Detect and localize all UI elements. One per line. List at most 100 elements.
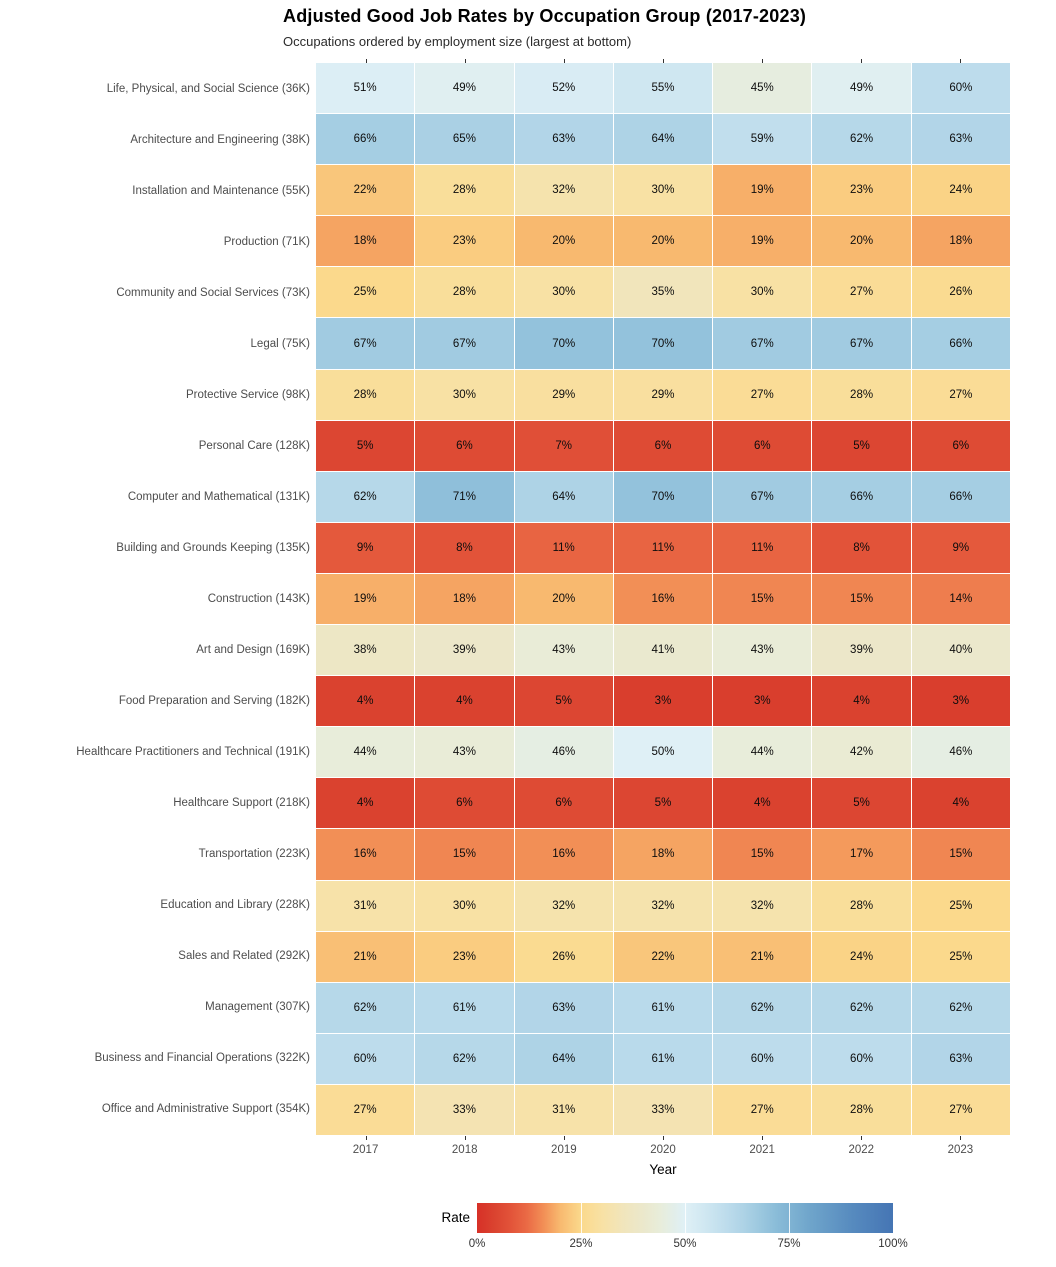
heatmap-cell: 28% bbox=[415, 267, 514, 318]
heatmap-cell: 41% bbox=[613, 625, 713, 676]
heatmap-cell: 27% bbox=[911, 1084, 1010, 1135]
heatmap-cell: 44% bbox=[713, 727, 812, 778]
heatmap-cell: 15% bbox=[812, 573, 911, 625]
axis-tick-mark bbox=[960, 1135, 962, 1140]
heatmap-cell: 27% bbox=[316, 1084, 415, 1135]
heatmap-cell: 23% bbox=[415, 216, 514, 267]
heatmap-cell: 67% bbox=[415, 318, 514, 369]
heatmap-cell: 23% bbox=[415, 931, 514, 982]
heatmap-cell: 16% bbox=[613, 573, 713, 625]
heatmap-cell: 46% bbox=[911, 727, 1010, 778]
heatmap-cell: 67% bbox=[713, 471, 812, 522]
legend-tick-label: 75% bbox=[777, 1238, 801, 1250]
heatmap-cell: 4% bbox=[415, 676, 514, 727]
heatmap-cell: 49% bbox=[812, 63, 911, 114]
heatmap-cell: 8% bbox=[415, 522, 514, 573]
heatmap-cell: 50% bbox=[613, 727, 713, 778]
heatmap-cell: 35% bbox=[613, 267, 713, 318]
heatmap-cell: 8% bbox=[812, 522, 911, 573]
heatmap-cell: 32% bbox=[713, 880, 812, 931]
heatmap-cell: 62% bbox=[812, 982, 911, 1033]
y-axis-label: Building and Grounds Keeping (135K) bbox=[116, 541, 310, 554]
y-axis-label: Art and Design (169K) bbox=[196, 644, 310, 657]
heatmap-cell: 70% bbox=[514, 318, 613, 369]
heatmap-cell: 39% bbox=[415, 625, 514, 676]
heatmap-cell: 4% bbox=[713, 778, 812, 829]
x-axis-label: 2021 bbox=[749, 1144, 775, 1156]
y-axis-label: Business and Financial Operations (322K) bbox=[94, 1052, 310, 1065]
heatmap-cell: 62% bbox=[316, 471, 415, 522]
y-axis-label: Office and Administrative Support (354K) bbox=[101, 1103, 310, 1116]
y-axis-label: Sales and Related (292K) bbox=[178, 950, 310, 963]
axis-tick-mark bbox=[464, 1135, 466, 1140]
heatmap-cell: 15% bbox=[713, 573, 812, 625]
heatmap-cell: 9% bbox=[316, 522, 415, 573]
heatmap-cell: 4% bbox=[316, 778, 415, 829]
heatmap-cell: 4% bbox=[812, 676, 911, 727]
heatmap-cell: 60% bbox=[713, 1033, 812, 1084]
heatmap-cell: 21% bbox=[316, 931, 415, 982]
heatmap-cell: 30% bbox=[613, 165, 713, 216]
axis-tick-mark bbox=[960, 58, 962, 63]
heatmap-cell: 45% bbox=[713, 63, 812, 114]
heatmap-cell: 5% bbox=[514, 676, 613, 727]
heatmap-cell: 15% bbox=[911, 829, 1010, 880]
axis-tick-mark bbox=[762, 58, 764, 63]
heatmap-cell: 18% bbox=[316, 216, 415, 267]
heatmap-cell: 61% bbox=[415, 982, 514, 1033]
axis-tick-mark bbox=[563, 58, 565, 63]
heatmap-cell: 28% bbox=[812, 369, 911, 420]
y-axis-label: Healthcare Practitioners and Technical (… bbox=[76, 746, 310, 759]
heatmap-cell: 67% bbox=[316, 318, 415, 369]
heatmap-cell: 62% bbox=[812, 114, 911, 165]
heatmap-cell: 6% bbox=[415, 420, 514, 471]
heatmap-cell: 14% bbox=[911, 573, 1010, 625]
x-axis-label: 2017 bbox=[352, 1144, 379, 1156]
heatmap-cell: 29% bbox=[514, 369, 613, 420]
x-axis-label: 2020 bbox=[650, 1144, 676, 1156]
heatmap-cell: 62% bbox=[316, 982, 415, 1033]
heatmap-cell: 11% bbox=[514, 522, 613, 573]
heatmap-panel: 51% 49% 52% 55% 45% 49% 60% 66% 65% 63% 64% 59% 62% 6… bbox=[316, 63, 1010, 1135]
heatmap-cell: 65% bbox=[415, 114, 514, 165]
heatmap-cell: 33% bbox=[613, 1084, 713, 1135]
heatmap-cell: 64% bbox=[514, 471, 613, 522]
heatmap-cell: 60% bbox=[911, 63, 1010, 114]
heatmap-cell: 20% bbox=[514, 216, 613, 267]
heatmap-cell: 6% bbox=[415, 778, 514, 829]
heatmap-cell: 30% bbox=[713, 267, 812, 318]
x-axis-label: 2022 bbox=[848, 1144, 875, 1156]
axis-tick-mark bbox=[861, 1135, 863, 1140]
heatmap-cell: 22% bbox=[316, 165, 415, 216]
heatmap-cell: 70% bbox=[613, 471, 713, 522]
heatmap-cell: 16% bbox=[316, 829, 415, 880]
heatmap-cell: 6% bbox=[514, 778, 613, 829]
heatmap-cell: 32% bbox=[613, 880, 713, 931]
axis-tick-mark bbox=[861, 58, 863, 63]
y-axis-label: Construction (143K) bbox=[207, 593, 310, 605]
heatmap-cell: 18% bbox=[911, 216, 1010, 267]
x-axis-label: 2019 bbox=[551, 1144, 577, 1156]
heatmap-cell: 43% bbox=[713, 625, 812, 676]
legend-tick-label: 100% bbox=[878, 1238, 908, 1250]
y-axis-label: Life, Physical, and Social Science (36K) bbox=[106, 82, 310, 95]
y-axis-label: Protective Service (98K) bbox=[186, 388, 310, 401]
heatmap-cell: 25% bbox=[316, 267, 415, 318]
heatmap-cell: 4% bbox=[316, 676, 415, 727]
heatmap-cell: 43% bbox=[514, 625, 613, 676]
heatmap-cell: 4% bbox=[911, 778, 1010, 829]
heatmap-cell: 6% bbox=[713, 420, 812, 471]
heatmap-cell: 27% bbox=[713, 1084, 812, 1135]
axis-tick-mark bbox=[464, 58, 466, 63]
heatmap-cell: 51% bbox=[316, 63, 415, 114]
y-axis-label: Installation and Maintenance (55K) bbox=[132, 184, 310, 197]
heatmap-cell: 43% bbox=[415, 727, 514, 778]
heatmap-cell: 3% bbox=[713, 676, 812, 727]
heatmap-cell: 60% bbox=[316, 1033, 415, 1084]
heatmap-cell: 24% bbox=[911, 165, 1010, 216]
heatmap-cell: 9% bbox=[911, 522, 1010, 573]
heatmap-cell: 44% bbox=[316, 727, 415, 778]
heatmap-cell: 61% bbox=[613, 982, 713, 1033]
heatmap-cell: 40% bbox=[911, 625, 1010, 676]
